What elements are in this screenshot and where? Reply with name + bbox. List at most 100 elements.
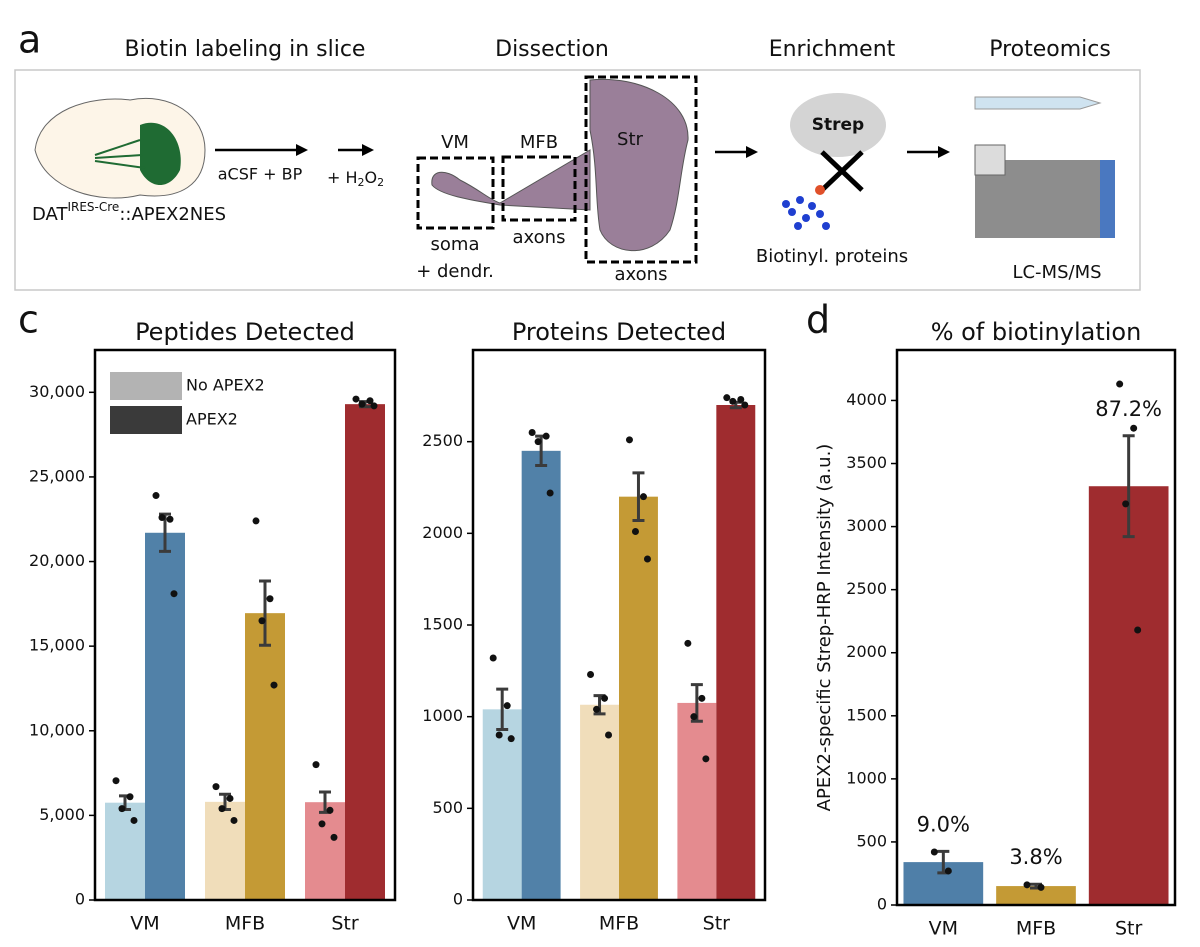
data-point [702, 755, 710, 763]
y-axis-label: APEX2-specific Strep-HRP Intensity (a.u.… [814, 444, 835, 812]
y-tick-label: 5,000 [39, 805, 85, 824]
legend-label: No APEX2 [186, 376, 265, 395]
panel-label: a [18, 18, 41, 62]
data-point [546, 489, 554, 497]
bar [245, 613, 285, 900]
error-bar [1122, 434, 1135, 539]
vm-tissue [431, 149, 591, 211]
data-point [126, 793, 134, 801]
data-point [944, 867, 952, 875]
y-tick-label: 10,000 [29, 720, 85, 739]
arrow-label: + H2O2 [327, 168, 384, 190]
data-point [495, 731, 503, 739]
arrow-sub: 2 [358, 176, 365, 189]
data-point [370, 402, 378, 410]
data-point [534, 438, 542, 446]
streptavidin [820, 150, 864, 192]
step-title: Enrichment [769, 37, 896, 62]
data-point [326, 806, 334, 814]
arrow-head [296, 144, 308, 156]
protein-cluster [782, 196, 830, 230]
bead-label: Strep [812, 115, 864, 135]
chart-title: Proteins Detected [512, 318, 726, 346]
bead [790, 93, 886, 157]
data-point [352, 395, 360, 403]
bar [619, 496, 658, 900]
labeled-region [140, 122, 181, 185]
data-point [643, 555, 651, 563]
data-point [1130, 424, 1138, 432]
data-point [601, 694, 609, 702]
y-tick-label: 1000 [846, 768, 887, 787]
region-note: axons [615, 264, 668, 285]
data-point [625, 436, 633, 444]
striatum [589, 78, 689, 252]
bar [205, 801, 245, 900]
bar [1088, 486, 1169, 905]
y-tick-label: 2000 [422, 523, 463, 542]
y-tick-label: 15,000 [29, 636, 85, 655]
x-tick-label: MFB [1016, 918, 1056, 940]
bar [716, 405, 756, 900]
y-tick-label: 2000 [846, 642, 887, 661]
data-point [930, 848, 938, 856]
bar [521, 450, 561, 900]
data-point [1116, 380, 1124, 388]
chart-title: Peptides Detected [135, 318, 355, 346]
data-point [631, 528, 639, 535]
step-title: Dissection [495, 37, 609, 62]
data-point [605, 731, 613, 739]
data-point [358, 400, 366, 408]
data-point [507, 735, 515, 743]
construct: DATIRES-Cre::APEX2NES [32, 200, 226, 226]
x-tick-label: VM [130, 913, 159, 935]
bar [145, 532, 185, 900]
y-tick-label: 2500 [846, 579, 887, 598]
y-tick-label: 1500 [846, 705, 887, 724]
arrow-head [362, 144, 374, 156]
data-point [158, 514, 166, 522]
construct-text: DAT [32, 204, 68, 225]
data-point [723, 394, 731, 402]
arrow-text: + H [327, 168, 358, 187]
bar [580, 704, 619, 900]
x-tick-label: MFB [225, 913, 265, 935]
error-bar [259, 579, 271, 647]
step-title: Biotin labeling in slice [125, 37, 366, 62]
region-label: MFB [520, 132, 558, 153]
column [974, 96, 1102, 110]
panel-label: c [18, 298, 39, 342]
x-tick-label: MFB [599, 913, 639, 935]
data-point [266, 595, 274, 603]
region-note: + dendr. [416, 261, 494, 282]
data-point [542, 432, 550, 440]
plot-frame [93, 348, 397, 902]
y-tick-label: 4000 [846, 390, 887, 409]
x-tick-label: Str [331, 913, 359, 935]
y-tick-label: 2500 [422, 431, 463, 450]
bar [996, 886, 1076, 905]
data-point [741, 401, 749, 409]
y-tick-label: 500 [856, 831, 887, 850]
region-note: axons [513, 227, 566, 248]
y-tick-label: 0 [877, 895, 887, 914]
data-point [218, 805, 226, 813]
instrument-part [974, 144, 1006, 176]
bar [677, 702, 717, 900]
plot-frame [895, 348, 1177, 907]
dissect-box [501, 155, 577, 222]
instrument-panel [1100, 160, 1115, 238]
y-tick-label: 3500 [846, 453, 887, 472]
error-bar [496, 687, 509, 731]
y-tick-label: 1500 [422, 615, 463, 634]
construct-text: ::APEX2NES [119, 204, 226, 225]
data-point [270, 681, 278, 689]
bar-annotation: 87.2% [1095, 397, 1162, 421]
y-tick-label: 0 [75, 890, 85, 909]
y-tick-label: 1000 [422, 706, 463, 725]
biotin [815, 185, 825, 195]
data-point [1023, 881, 1031, 889]
data-point [330, 833, 338, 841]
data-point [166, 515, 174, 523]
data-point [112, 777, 120, 785]
